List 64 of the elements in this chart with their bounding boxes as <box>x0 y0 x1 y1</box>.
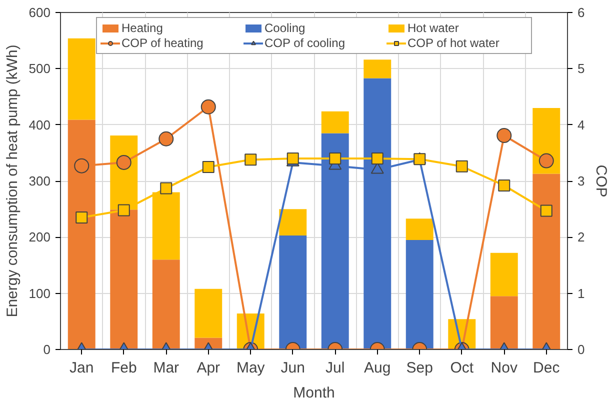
y-tick-label: 400 <box>28 117 51 132</box>
bar <box>68 38 96 120</box>
legend-label: Heating <box>122 21 164 35</box>
point <box>538 153 554 168</box>
point <box>116 154 132 170</box>
x-tick-label: Aug <box>364 360 391 376</box>
x-tick-label: Feb <box>110 360 137 376</box>
bar <box>406 240 434 350</box>
legend-label: COP of cooling <box>264 36 346 50</box>
point <box>76 212 88 224</box>
legend-label: COP of hot water <box>408 36 500 50</box>
point <box>456 160 468 172</box>
bar <box>364 60 392 78</box>
bar <box>194 288 222 338</box>
y-tick-label: 0 <box>43 342 51 357</box>
bar <box>490 252 518 296</box>
y2-tick-label: 6 <box>578 5 585 20</box>
x-axis-title: Month <box>293 384 335 402</box>
bar <box>152 260 180 350</box>
point <box>200 99 216 114</box>
point <box>371 152 384 165</box>
point <box>118 204 130 216</box>
y2-tick-label: 0 <box>578 342 585 357</box>
point <box>202 160 214 173</box>
bar <box>490 296 518 350</box>
bar <box>279 209 307 236</box>
y-tick-label: 300 <box>28 174 51 188</box>
y-tick-label: 200 <box>28 230 51 245</box>
y-axis-title: Energy consumption of heat pump (kWh) <box>4 44 21 318</box>
y-tick-label: 500 <box>28 61 51 76</box>
y-tick-label: 100 <box>28 286 51 301</box>
legend-label: Hot water <box>408 21 460 35</box>
bar <box>406 218 434 240</box>
bar <box>532 174 560 350</box>
point <box>244 154 257 166</box>
point <box>498 179 510 192</box>
point <box>74 158 90 174</box>
x-tick-label: Jan <box>70 360 94 376</box>
legend-label: Cooling <box>264 21 306 35</box>
bar <box>321 111 349 134</box>
x-tick-label: Dec <box>533 360 560 376</box>
y2-tick-label: 5 <box>578 61 585 76</box>
y2-tick-label: 3 <box>578 174 585 188</box>
x-tick-label: Jun <box>280 360 305 376</box>
point <box>540 204 552 217</box>
y2-tick-label: 2 <box>578 230 585 245</box>
x-tick-label: Sep <box>406 360 433 376</box>
point <box>496 128 512 143</box>
y2-axis-title: COP <box>592 164 610 198</box>
legend-label: COP of heating <box>122 36 204 50</box>
x-tick-label: Nov <box>490 360 518 376</box>
point <box>329 152 342 165</box>
x-tick-label: May <box>236 360 266 376</box>
point <box>286 152 299 165</box>
x-tick-label: Mar <box>153 360 180 376</box>
point <box>160 182 172 194</box>
y2-tick-label: 1 <box>578 286 585 301</box>
y-tick-label: 600 <box>28 5 51 20</box>
x-tick-label: Jul <box>326 360 345 376</box>
y2-tick-label: 4 <box>578 117 585 132</box>
point <box>158 131 174 146</box>
bar <box>110 210 138 350</box>
x-tick-label: Apr <box>196 360 220 376</box>
x-tick-label: Oct <box>450 360 474 376</box>
